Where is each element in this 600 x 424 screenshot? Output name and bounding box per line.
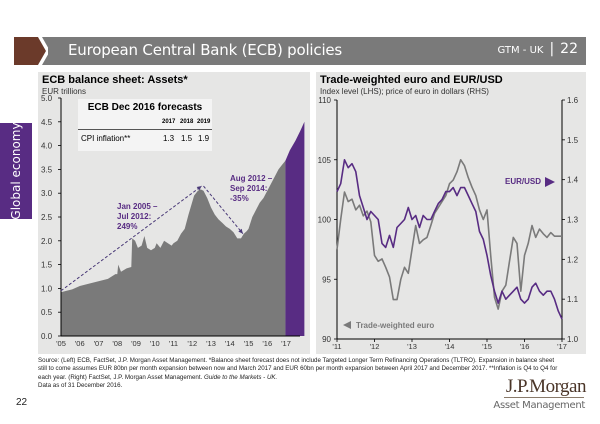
annotation-arrow bbox=[203, 185, 244, 234]
y-tick-label: 3.0 bbox=[41, 189, 53, 198]
left-y-tick-label: 110 bbox=[318, 96, 331, 105]
forecast-value: 1.5 bbox=[181, 134, 193, 143]
forecast-area bbox=[285, 121, 305, 336]
jpmorgan-logo: J.P.Morgan bbox=[505, 376, 587, 397]
y-tick-label: 0.0 bbox=[41, 332, 53, 341]
y-tick-label: 2.5 bbox=[41, 213, 53, 222]
source-text: Source: (Left) ECB, FactSet, J.P. Morgan… bbox=[38, 357, 558, 381]
x-tick-label: '14 bbox=[225, 339, 235, 348]
right-y-tick-label: 1.4 bbox=[567, 176, 579, 185]
right-y-tick-label: 1.5 bbox=[567, 136, 579, 145]
header-page-number: 22 bbox=[560, 41, 578, 57]
header-right: GTM - UK | 22 bbox=[497, 41, 578, 57]
x-tick-label: '08 bbox=[112, 339, 122, 348]
header-chevron bbox=[14, 37, 48, 65]
x-tick-label: '13 bbox=[407, 342, 417, 351]
y-tick-label: 3.5 bbox=[41, 165, 53, 174]
euro-panel: Trade-weighted euro and EUR/USD Index le… bbox=[316, 72, 586, 354]
left-chart-title: ECB balance sheet: Assets* bbox=[42, 74, 188, 86]
right-y-tick-label: 1.0 bbox=[567, 335, 579, 344]
forecast-year: 2018 bbox=[180, 119, 194, 125]
x-tick-label: '11 bbox=[332, 342, 341, 351]
annotation-label: 249% bbox=[117, 222, 137, 231]
x-tick-label: '16 bbox=[262, 339, 272, 348]
x-tick-label: '12 bbox=[187, 339, 197, 348]
forecast-year: 2017 bbox=[162, 119, 176, 125]
right-y-tick-label: 1.6 bbox=[567, 96, 579, 105]
forecast-row-label: CPI inflation** bbox=[81, 134, 131, 143]
forecast-value: 1.3 bbox=[163, 134, 175, 143]
x-tick-label: '10 bbox=[150, 339, 160, 348]
trade-weighted-euro-line bbox=[336, 159, 562, 310]
y-tick-label: 4.0 bbox=[41, 142, 53, 151]
header-divider: | bbox=[549, 41, 555, 57]
annotation-label: Jul 2012: bbox=[117, 212, 151, 221]
right-chart-subtitle: Index level (LHS); price of euro in doll… bbox=[320, 87, 489, 96]
y-tick-label: 4.5 bbox=[41, 118, 53, 127]
annotation-arrowhead bbox=[238, 228, 243, 234]
logo-rule bbox=[504, 397, 584, 398]
x-tick-label: '07 bbox=[94, 339, 104, 348]
y-tick-label: 1.5 bbox=[41, 261, 53, 270]
source-italic: Guide to the Markets - UK. bbox=[204, 373, 278, 381]
forecast-value: 1.9 bbox=[198, 134, 210, 143]
x-tick-label: '17 bbox=[557, 342, 567, 351]
forecast-table: ECB Dec 2016 forecasts 2017 2018 2019 CP… bbox=[78, 99, 212, 151]
x-tick-label: '15 bbox=[482, 342, 492, 351]
right-y-tick-label: 1.1 bbox=[567, 295, 579, 304]
logo-subtitle: Asset Management bbox=[493, 400, 585, 411]
legend-trade-weighted-label: Trade-weighted euro bbox=[356, 321, 434, 330]
y-tick-label: 2.0 bbox=[41, 237, 53, 246]
x-tick-label: '09 bbox=[131, 339, 141, 348]
annotation-arrowhead bbox=[196, 186, 202, 191]
footer-page-number: 22 bbox=[16, 397, 28, 408]
forecast-table-title: ECB Dec 2016 forecasts bbox=[87, 102, 203, 113]
annotation-label: Sep 2014: bbox=[230, 184, 267, 193]
x-tick-label: '14 bbox=[445, 342, 455, 351]
assets-area bbox=[61, 160, 286, 336]
forecast-year: 2019 bbox=[197, 119, 211, 125]
y-tick-label: 0.5 bbox=[41, 308, 53, 317]
page-title: European Central Bank (ECB) policies bbox=[68, 41, 343, 59]
right-chart-title: Trade-weighted euro and EUR/USD bbox=[320, 74, 503, 86]
left-y-tick-label: 90 bbox=[322, 335, 331, 344]
forecast-divider bbox=[78, 129, 212, 130]
x-tick-label: '16 bbox=[520, 342, 530, 351]
eurusd-line bbox=[336, 159, 563, 320]
right-y-tick-label: 1.3 bbox=[567, 216, 579, 225]
left-y-tick-label: 100 bbox=[318, 216, 332, 225]
annotation-label: Aug 2012 – bbox=[230, 174, 273, 183]
annotation-label: -35% bbox=[230, 194, 249, 203]
legend-right-arrow-icon bbox=[545, 177, 555, 187]
header-bar bbox=[14, 37, 586, 65]
x-tick-label: '12 bbox=[370, 342, 380, 351]
x-tick-label: '05 bbox=[56, 339, 66, 348]
y-tick-label: 1.0 bbox=[41, 284, 53, 293]
left-y-tick-label: 95 bbox=[322, 275, 331, 284]
sidebar-tab: Global economy bbox=[0, 122, 32, 220]
x-tick-label: '06 bbox=[75, 339, 85, 348]
x-tick-label: '11 bbox=[169, 339, 178, 348]
annotation-label: Jan 2005 – bbox=[117, 202, 158, 211]
x-tick-label: '13 bbox=[206, 339, 216, 348]
x-tick-label: '17 bbox=[281, 339, 291, 348]
right-y-tick-label: 1.2 bbox=[567, 255, 579, 264]
left-chart-subtitle: EUR trillions bbox=[42, 87, 87, 96]
source-note: Source: (Left) ECB, FactSet, J.P. Morgan… bbox=[38, 357, 558, 391]
legend-left-arrow-icon bbox=[343, 321, 351, 329]
data-as-of: Data as of 31 December 2016. bbox=[38, 382, 123, 390]
annotation-arrow bbox=[60, 185, 202, 292]
x-tick-label: '15 bbox=[244, 339, 254, 348]
y-tick-label: 5.0 bbox=[41, 94, 53, 103]
legend-eurusd-label: EUR/USD bbox=[505, 177, 541, 186]
left-y-tick-label: 105 bbox=[318, 156, 332, 165]
section-label: GTM - UK bbox=[497, 45, 544, 56]
